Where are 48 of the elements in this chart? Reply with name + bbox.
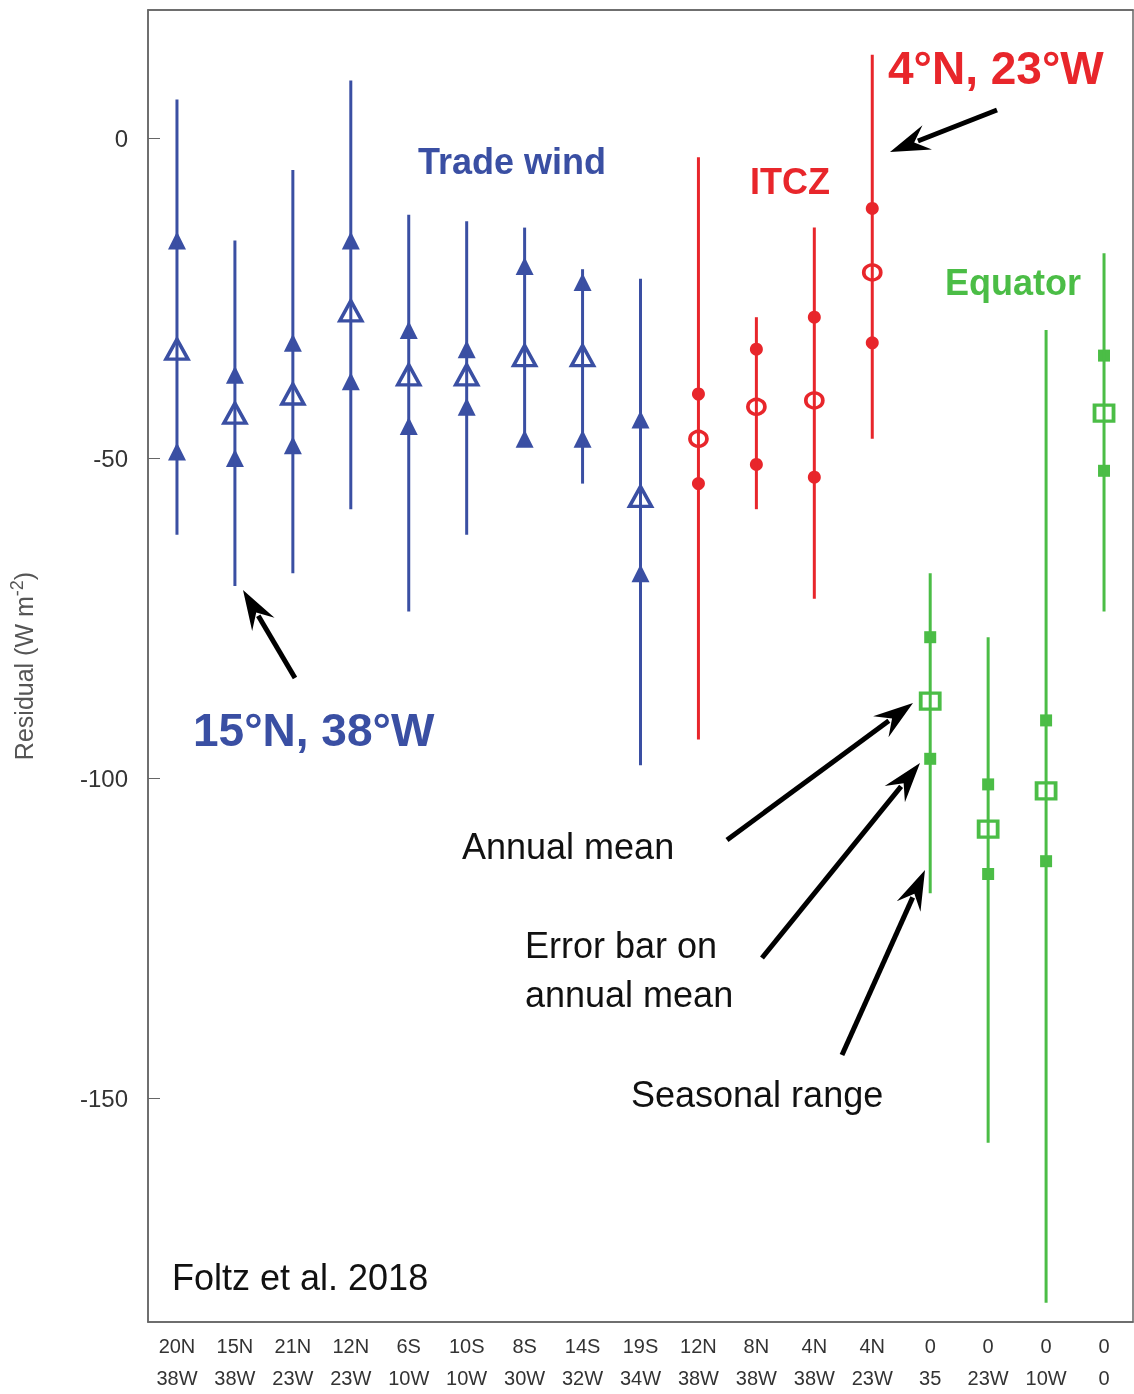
annotation: Annual mean bbox=[462, 826, 675, 868]
x-tick-label: 14S 32W bbox=[562, 1335, 604, 1389]
point bbox=[746, 397, 767, 417]
x-tick-label: 4N 23W bbox=[851, 1335, 893, 1389]
point bbox=[280, 382, 306, 406]
x-tick-label: 15N 38W bbox=[214, 1335, 256, 1389]
annotation: Error bar on annual mean bbox=[525, 925, 734, 1016]
text: Equator bbox=[945, 261, 1082, 303]
x-tick-label: 0 0 bbox=[1098, 1335, 1110, 1389]
point bbox=[511, 343, 538, 368]
annotation: Foltz et al. 2018 bbox=[172, 1257, 429, 1299]
annotation: 4°N, 23°W bbox=[888, 42, 1105, 94]
x-tick-label: 12N 38W bbox=[677, 1335, 720, 1389]
y-tick-label: -100 bbox=[79, 764, 128, 792]
point bbox=[395, 363, 422, 387]
text: Trade wind bbox=[418, 140, 607, 182]
point bbox=[862, 263, 883, 282]
x-tick-label: 4N 38W bbox=[793, 1335, 836, 1389]
y-axis-title: Residual (W m-2) bbox=[7, 571, 38, 761]
point bbox=[164, 337, 190, 361]
annotation: Seasonal range bbox=[631, 1074, 884, 1116]
x-tick-label: 0 23W bbox=[967, 1335, 1009, 1389]
x-tick-label: 10S 10W bbox=[446, 1335, 488, 1389]
x-tick-label: 6S 10W bbox=[388, 1335, 430, 1389]
y-tick-label: 0 bbox=[114, 124, 128, 152]
point bbox=[1034, 781, 1058, 801]
point bbox=[338, 299, 364, 323]
point bbox=[569, 343, 596, 368]
x-tick-label: 0 35 bbox=[919, 1335, 942, 1389]
x-tick-label: 8S 30W bbox=[504, 1335, 546, 1389]
x-tick-label: 8N 38W bbox=[735, 1335, 778, 1389]
text: ITCZ bbox=[750, 160, 830, 202]
x-tick-label: 19S 34W bbox=[619, 1335, 662, 1389]
annotation: 15°N, 38°W bbox=[193, 704, 435, 756]
x-tick-label: 20N 38W bbox=[156, 1335, 198, 1389]
point bbox=[804, 391, 825, 410]
point bbox=[1092, 403, 1116, 423]
x-tick-label: 21N 23W bbox=[272, 1335, 314, 1389]
point bbox=[222, 401, 248, 425]
point bbox=[688, 429, 709, 449]
x-tick-label: 12N 23W bbox=[330, 1335, 372, 1389]
point bbox=[976, 819, 1000, 839]
y-tick-label: -50 bbox=[93, 444, 128, 472]
point bbox=[918, 691, 942, 711]
x-tick-label: 0 10W bbox=[1025, 1335, 1067, 1389]
point bbox=[453, 363, 480, 387]
point bbox=[627, 484, 654, 509]
y-tick-label: -150 bbox=[79, 1084, 128, 1112]
